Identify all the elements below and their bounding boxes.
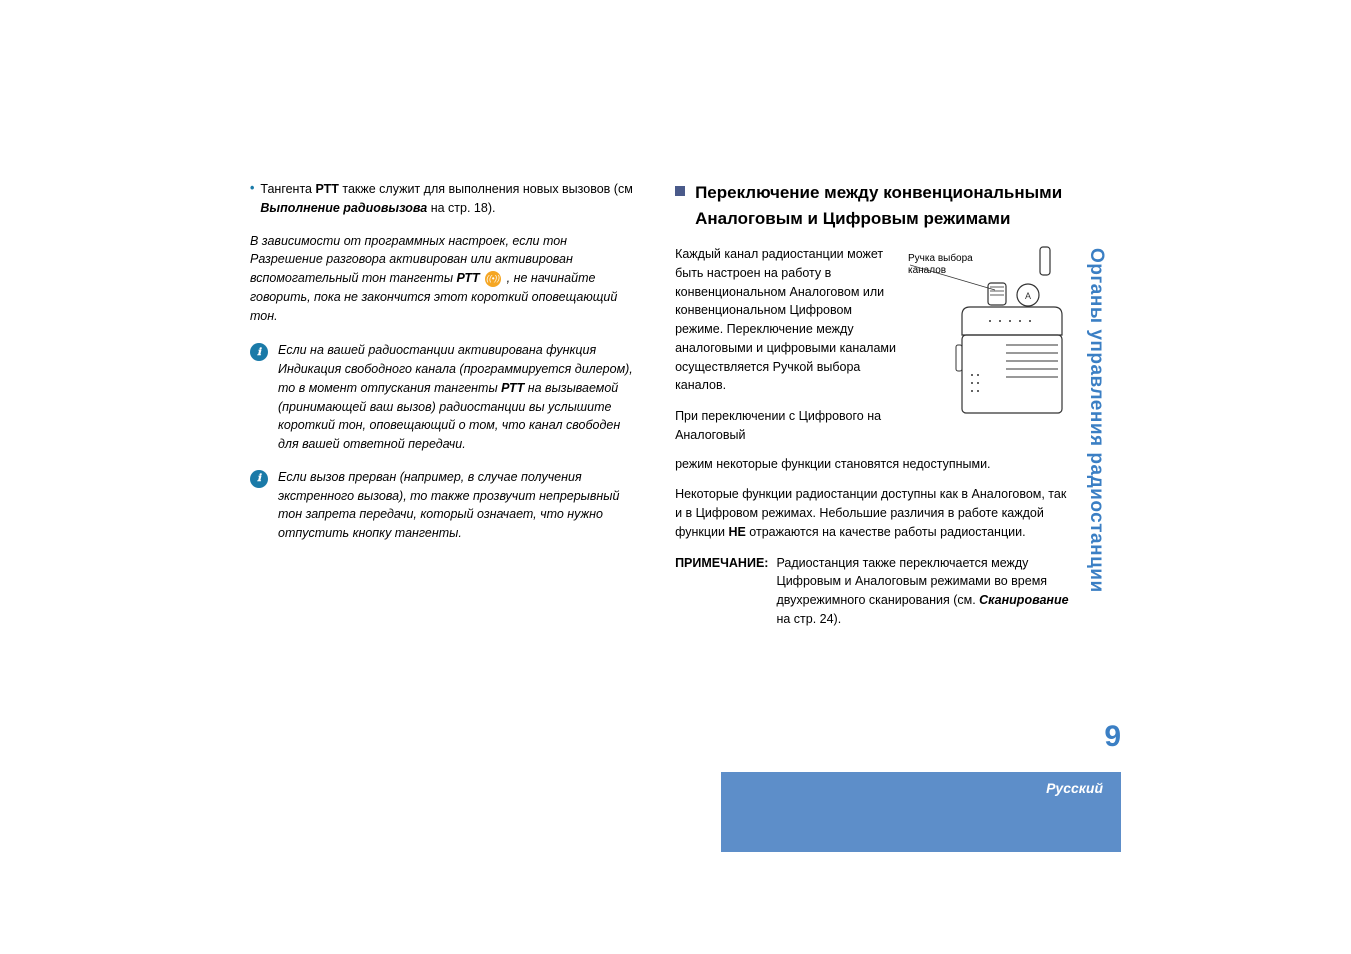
right-column: Переключение между конвенциональными Ана…	[675, 180, 1070, 629]
paragraph-partial: При переключении с Цифрового на Аналогов…	[675, 407, 898, 445]
text-line: Если вызов прерван (например, в случае п…	[278, 468, 635, 487]
bullet-text: Тангента РТТ также служит для выполнения…	[260, 180, 635, 218]
text-with-figure: Каждый канал радиостанции может быть нас…	[675, 245, 1070, 445]
note-text: Если вызов прерван (например, в случае п…	[276, 468, 635, 543]
text: Тангента	[260, 182, 315, 196]
text-line: Разрешение разговора активирован или акт…	[250, 250, 635, 269]
paragraph: Некоторые функции радиостанции доступны …	[675, 485, 1070, 541]
note-body: Радиостанция также переключается между Ц…	[776, 554, 1070, 629]
side-tab: Органы управления радиостанции	[1085, 220, 1121, 620]
info-note-1: ℹ Если на вашей радиостанции активирован…	[250, 341, 635, 454]
section-heading: Переключение между конвенциональными Ана…	[675, 180, 1070, 231]
language-label: Русский	[721, 772, 1121, 804]
text-line: тон.	[250, 307, 635, 326]
bullet-item: • Тангента РТТ также служит для выполнен…	[250, 180, 635, 218]
info-icon: ℹ	[250, 470, 268, 488]
text-line: короткий тон, оповещающий о том, что кан…	[278, 416, 635, 435]
side-section-title: Органы управления радиостанции	[1085, 220, 1107, 620]
figure-label: Ручка выбора каналов	[908, 253, 978, 277]
text: , не начинайте	[503, 271, 595, 285]
svg-text:A: A	[1025, 291, 1031, 301]
square-bullet-icon	[675, 186, 685, 196]
text: на вызываемой	[524, 381, 618, 395]
text: также служит для выполнения новых вызово…	[339, 182, 633, 196]
text-line: отпустить кнопку тангенты.	[278, 524, 635, 543]
note-row: ПРИМЕЧАНИЕ: Радиостанция также переключа…	[675, 554, 1070, 629]
text-line: говорить, пока не закончится этот коротк…	[250, 288, 635, 307]
note-text: Если на вашей радиостанции активирована …	[276, 341, 635, 454]
text: отражаются на качестве работы радиостанц…	[746, 525, 1026, 539]
page-number: 9	[1085, 720, 1121, 754]
text-line: для вашей ответной передачи.	[278, 435, 635, 454]
note-label: ПРИМЕЧАНИЕ:	[675, 554, 768, 629]
text-line: В зависимости от программных настроек, е…	[250, 232, 635, 251]
text-line: (принимающей ваш вызов) радиостанции вы …	[278, 398, 635, 417]
info-note-2: ℹ Если вызов прерван (например, в случае…	[250, 468, 635, 543]
paragraph-wrap: Каждый канал радиостанции может быть нас…	[675, 245, 898, 445]
ptt-antenna-icon: ((•))	[485, 271, 501, 287]
text-line: вспомогательный тон тангенты РТТ ((•)) ,…	[250, 269, 635, 288]
link-ref: Сканирование	[979, 593, 1068, 607]
ptt-bold: РТТ	[457, 271, 480, 285]
bold-text: НЕ	[728, 525, 745, 539]
text-line: Если на вашей радиостанции активирована …	[278, 341, 635, 360]
text-line: то в момент отпускания тангенты РТТ на в…	[278, 379, 635, 398]
heading-text: Переключение между конвенциональными Ана…	[695, 180, 1070, 231]
italic-paragraph: В зависимости от программных настроек, е…	[250, 232, 635, 326]
paragraph: Каждый канал радиостанции может быть нас…	[675, 245, 898, 395]
text-line: экстренного вызова), то также прозвучит …	[278, 487, 635, 506]
text: на стр. 24).	[776, 612, 841, 626]
text: то в момент отпускания тангенты	[278, 381, 501, 395]
text: вспомогательный тон тангенты	[250, 271, 457, 285]
language-bar: Русский	[721, 772, 1121, 852]
radio-figure: Ручка выбора каналов A	[910, 245, 1070, 445]
text: на стр. 18).	[427, 201, 495, 215]
ptt-bold: РТТ	[315, 182, 338, 196]
bullet-dot-icon: •	[250, 180, 254, 218]
info-icon: ℹ	[250, 343, 268, 361]
link-ref: Выполнение радиовызова	[260, 201, 427, 215]
text-line: Индикация свободного канала (программиру…	[278, 360, 635, 379]
ptt-bold: РТТ	[501, 381, 524, 395]
page-number-block: 9	[1085, 720, 1121, 754]
page-content: • Тангента РТТ также служит для выполнен…	[250, 180, 1070, 629]
text-line: тон запрета передачи, который означает, …	[278, 505, 635, 524]
left-column: • Тангента РТТ также служит для выполнен…	[250, 180, 635, 629]
paragraph: режим некоторые функции становятся недос…	[675, 455, 1070, 474]
